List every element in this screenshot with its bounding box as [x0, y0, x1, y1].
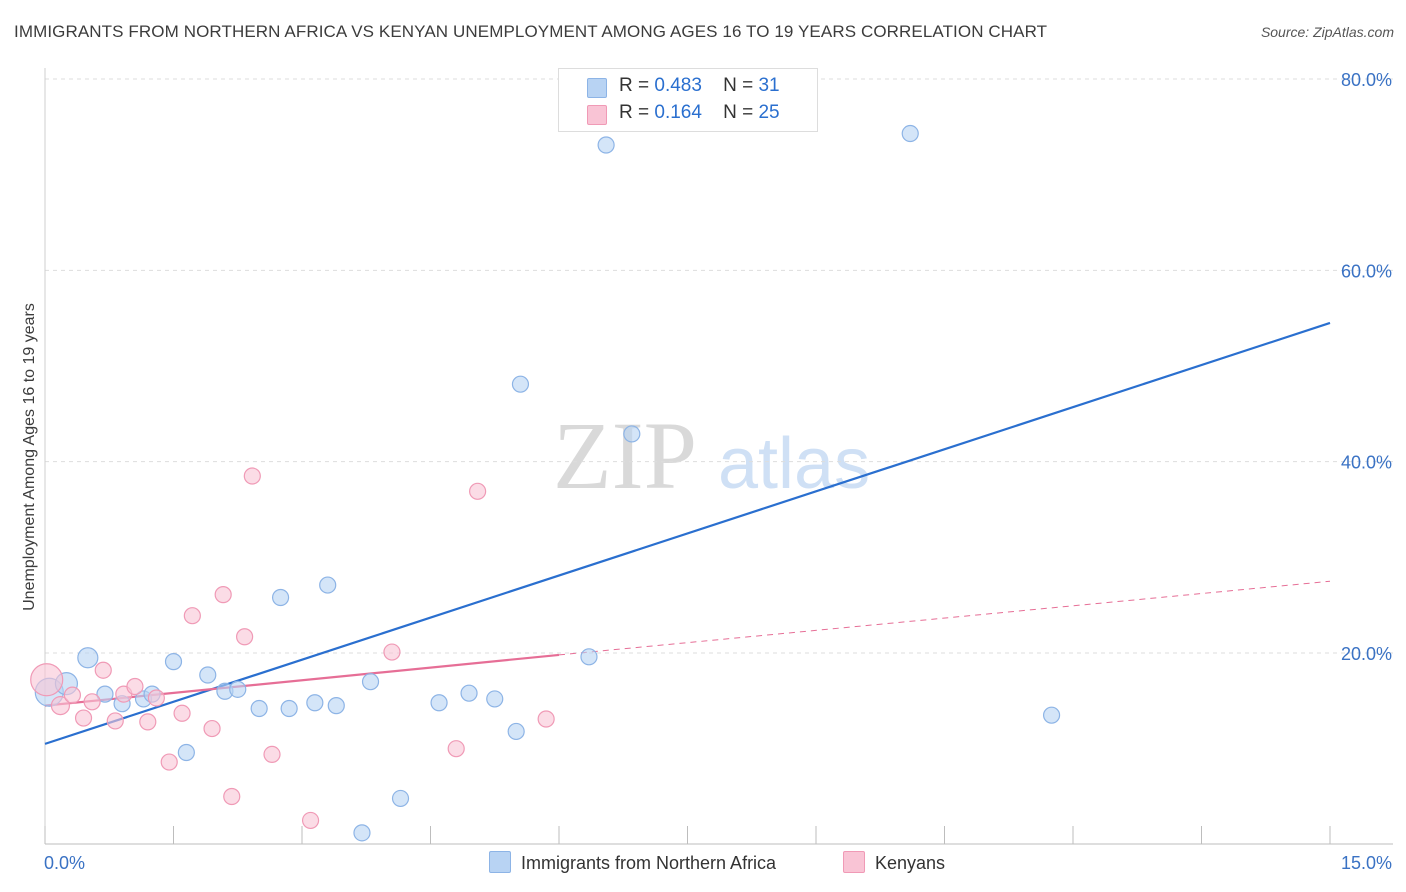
point-kenyans: [139, 713, 157, 731]
legend-r-value-kenyans: 0.164: [654, 102, 702, 123]
point-kenyans: [50, 696, 71, 716]
legend-r-label: R =: [619, 75, 650, 96]
point-immigrants: [96, 685, 114, 703]
x-tick-label-max: 15.0%: [1341, 853, 1392, 873]
point-immigrants: [580, 648, 598, 666]
legend-r-value-immigrants: 0.483: [654, 75, 702, 96]
trend-lines: [44, 321, 1331, 745]
series-swatch-blue: [489, 851, 511, 873]
point-immigrants: [177, 743, 195, 762]
series-legend-kenyans: Kenyans: [843, 851, 945, 874]
point-kenyans: [537, 710, 555, 728]
point-kenyans: [160, 753, 178, 771]
point-immigrants: [507, 722, 525, 741]
point-kenyans: [94, 661, 112, 679]
point-immigrants: [327, 697, 345, 715]
y-tick-label: 80.0%: [1341, 70, 1392, 90]
point-immigrants: [229, 680, 247, 698]
legend-n-value-immigrants: 31: [758, 75, 780, 96]
point-immigrants: [391, 789, 410, 808]
point-immigrants: [361, 673, 380, 691]
legend-r-label: R =: [619, 102, 650, 123]
point-immigrants: [306, 694, 324, 712]
point-immigrants: [164, 653, 183, 671]
y-tick-label: 40.0%: [1341, 453, 1392, 473]
point-kenyans: [74, 709, 93, 727]
point-kenyans: [236, 628, 254, 646]
point-kenyans: [223, 787, 241, 806]
point-immigrants: [250, 699, 268, 718]
correlation-legend: R = 0.483 N = 31 R = 0.164 N = 25: [558, 68, 818, 132]
point-kenyans: [263, 745, 281, 764]
point-immigrants: [271, 588, 290, 607]
x-tick-label-min: 0.0%: [44, 853, 85, 873]
point-immigrants: [280, 699, 298, 718]
axes: [44, 68, 1393, 845]
watermark-atlas: atlas: [718, 424, 870, 504]
y-tick-label: 60.0%: [1341, 261, 1392, 281]
point-kenyans: [243, 467, 261, 485]
point-kenyans: [301, 811, 320, 830]
point-kenyans: [203, 719, 221, 738]
legend-n-label: N =: [723, 102, 754, 123]
point-kenyans: [147, 689, 165, 707]
series-name-immigrants: Immigrants from Northern Africa: [521, 853, 777, 873]
point-kenyans: [63, 686, 82, 704]
point-kenyans: [126, 677, 144, 696]
point-immigrants: [199, 666, 217, 684]
legend-n-value-kenyans: 25: [758, 102, 780, 123]
point-immigrants: [353, 824, 371, 842]
point-immigrants: [511, 375, 530, 393]
point-immigrants: [430, 694, 448, 712]
point-kenyans: [183, 607, 201, 625]
point-immigrants: [597, 136, 615, 154]
point-immigrants: [1042, 706, 1061, 724]
point-immigrants: [77, 647, 99, 669]
point-immigrants: [486, 690, 504, 708]
point-kenyans: [383, 643, 401, 661]
point-kenyans: [469, 482, 487, 500]
point-immigrants: [460, 684, 478, 702]
point-kenyans: [83, 693, 101, 711]
point-kenyans: [106, 712, 124, 730]
point-kenyans: [447, 740, 465, 758]
point-immigrants: [319, 576, 337, 594]
legend-n-label: N =: [723, 75, 754, 96]
point-kenyans: [214, 586, 232, 604]
point-immigrants: [623, 425, 641, 443]
legend-swatch-blue: [587, 78, 607, 98]
trend-line-immigrants: [44, 321, 1331, 745]
data-points: [30, 124, 1061, 842]
watermark-zip: ZIP: [553, 402, 697, 509]
trend-line-kenyans-dashed: [558, 580, 1331, 656]
grid-lines: [45, 78, 1393, 654]
series-name-kenyans: Kenyans: [875, 853, 946, 873]
point-kenyans: [173, 704, 191, 722]
legend-swatch-pink: [587, 105, 607, 125]
series-legend-immigrants: Immigrants from Northern Africa: [489, 851, 776, 874]
chart-title: IMMIGRANTS FROM NORTHERN AFRICA VS KENYA…: [14, 22, 1048, 41]
point-kenyans: [30, 663, 64, 697]
tick-labels: 20.0% 40.0% 60.0% 80.0% 0.0% 15.0%: [44, 70, 1392, 873]
y-tick-label: 20.0%: [1341, 644, 1392, 664]
chart-source: Source: ZipAtlas.com: [1260, 24, 1394, 40]
series-swatch-pink: [843, 851, 865, 873]
point-immigrants: [901, 124, 919, 143]
